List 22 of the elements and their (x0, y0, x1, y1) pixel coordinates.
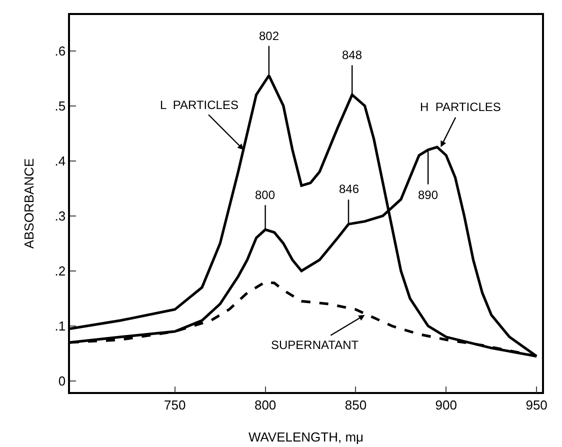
y-tick-label: 0 (58, 374, 66, 389)
annotation: 890 (418, 188, 438, 202)
annotation: L PARTICLES (160, 98, 238, 112)
annotation: 800 (255, 188, 276, 202)
annotation: SUPERNATANT (271, 338, 360, 352)
annotation: 848 (342, 48, 362, 62)
x-tick-label: 850 (344, 397, 367, 412)
annotation: H PARTICLES (420, 100, 501, 114)
x-tick-label: 900 (435, 397, 457, 412)
y-tick-label: .6 (54, 43, 66, 58)
x-tick-label: 800 (254, 397, 276, 412)
y-axis-title: ABSORBANCE (22, 158, 36, 249)
y-tick-label: .3 (54, 208, 66, 224)
y-tick-label: .2 (54, 263, 66, 278)
annotation: 846 (339, 182, 360, 196)
annotation: 802 (259, 29, 280, 43)
x-axis-title: WAVELENGTH, mμ (248, 430, 364, 444)
y-tick-label: .5 (54, 98, 66, 114)
y-tick-label: .1 (54, 318, 66, 334)
x-tick-label: 950 (526, 397, 548, 412)
y-tick-label: .4 (54, 153, 66, 168)
x-tick-label: 750 (164, 397, 186, 412)
